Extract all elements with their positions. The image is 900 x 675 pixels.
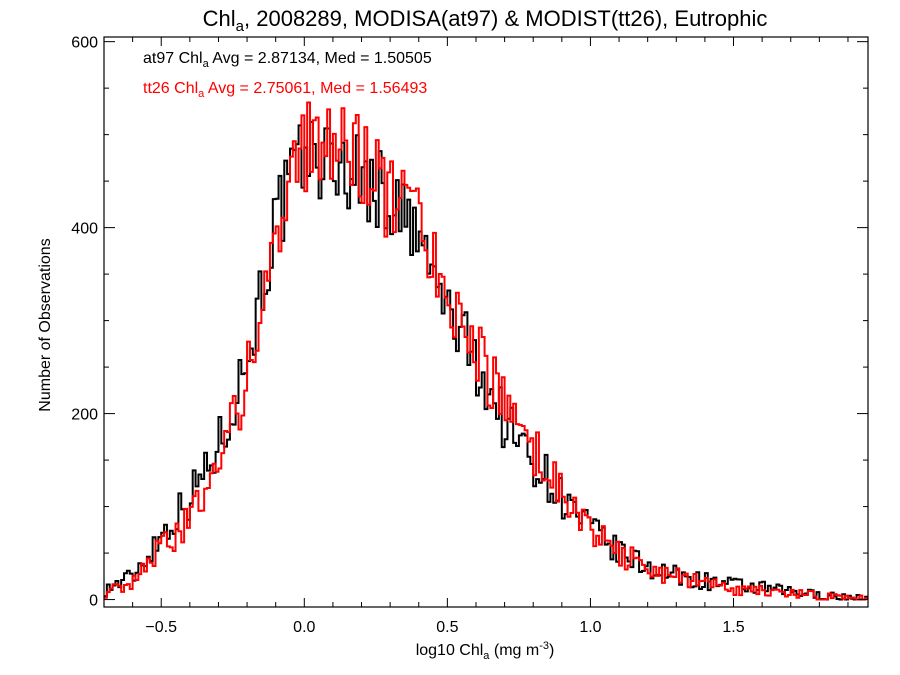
title-prefix: Chl [203, 6, 236, 31]
plot-frame [103, 36, 869, 608]
label-tt26-prefix: tt26 Chl [143, 80, 198, 97]
xlabel-subscript: a [483, 650, 490, 662]
y-axis-label: Number of Observations [37, 238, 54, 411]
title-suffix: , 2008289, MODISA(at97) & MODIST(tt26), … [244, 6, 767, 31]
title-subscript: a [236, 18, 245, 35]
x-tick-label: −0.5 [145, 619, 177, 636]
label-at97-subscript: a [203, 58, 210, 70]
x-tick-label: 0.5 [436, 619, 458, 636]
series-label-at97: at97 Chla Avg = 2.87134, Med = 1.50505 [143, 50, 432, 70]
x-axis-label: log10 Chla (mg m-3) [416, 640, 555, 662]
series-line-tt26 [104, 101, 868, 601]
label-at97-suffix: Avg = 2.87134, Med = 1.50505 [209, 50, 432, 67]
y-tick-label: 200 [71, 407, 98, 424]
x-tick-label: 0.0 [293, 619, 315, 636]
label-at97-prefix: at97 Chl [143, 50, 203, 67]
series-label-tt26: tt26 Chla Avg = 2.75061, Med = 1.56493 [143, 80, 427, 100]
chart-title: Chla, 2008289, MODISA(at97) & MODIST(tt2… [203, 6, 768, 35]
x-tick-label: 1.0 [579, 619, 601, 636]
xlabel-superscript: -3 [539, 640, 549, 652]
x-tick-label: 1.5 [722, 619, 744, 636]
label-tt26-subscript: a [198, 88, 205, 100]
label-tt26-suffix: Avg = 2.75061, Med = 1.56493 [204, 80, 427, 97]
series-layer [104, 101, 868, 601]
xlabel-middle: (mg m [489, 642, 539, 659]
y-tick-label: 600 [71, 35, 98, 52]
xlabel-prefix: log10 Chl [416, 642, 484, 659]
xlabel-suffix: ) [549, 642, 554, 659]
y-tick-label: 0 [89, 593, 98, 610]
ticks-layer: −0.5 0.0 0.5 1.0 1.5 0 200 400 600 [71, 35, 868, 636]
series-line-at97 [104, 120, 868, 601]
y-tick-label: 400 [71, 221, 98, 238]
